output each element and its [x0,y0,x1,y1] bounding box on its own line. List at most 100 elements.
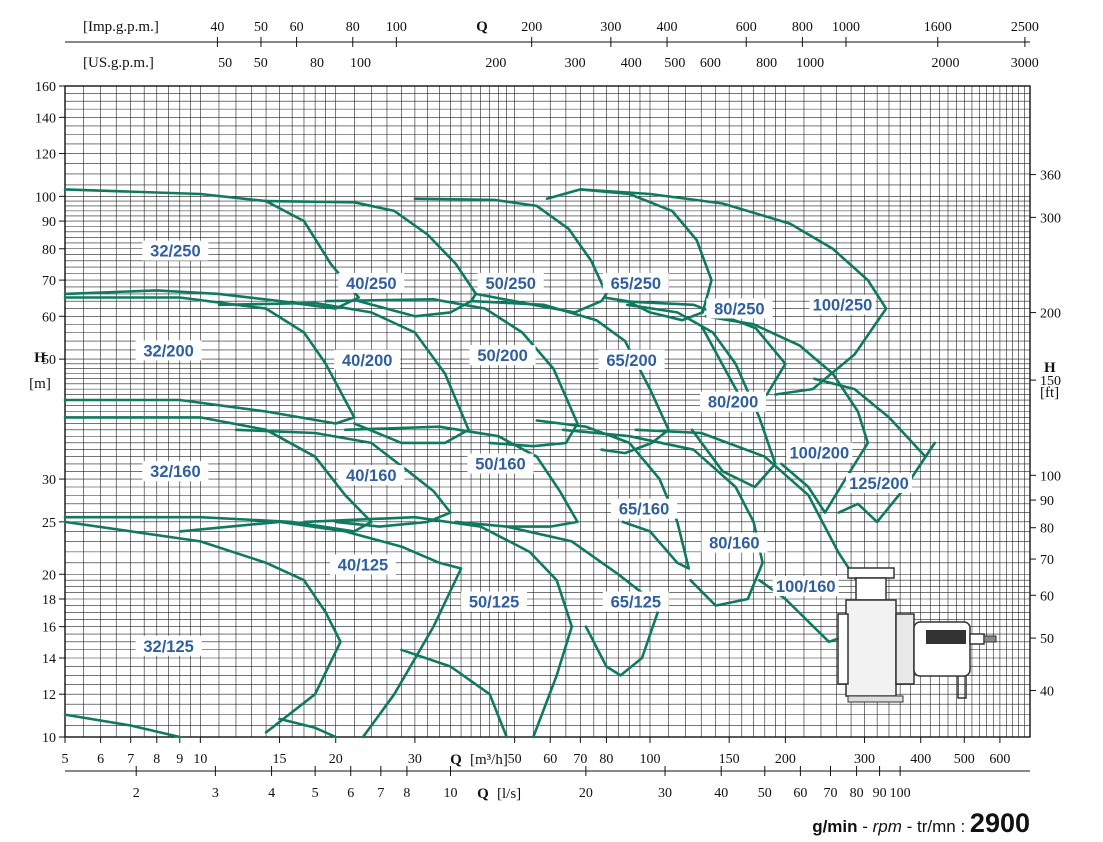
label-bg-65-200 [598,349,665,370]
curve-small-lower [63,713,182,739]
ls-tick-label: 100 [890,786,911,801]
y-tick-label: 16 [42,621,56,636]
y-ft-tick-label: 300 [1040,211,1061,226]
speed-value: 2900 [970,808,1030,838]
ls-tick-label: 4 [268,786,275,801]
x-tick-label: 600 [989,752,1010,767]
x-tick-label: 400 [910,752,931,767]
label-40-160: 40/160 [346,467,396,485]
us-tick-label: 500 [664,56,685,71]
x-tick-label: 20 [329,752,343,767]
label-40-250: 40/250 [346,275,396,293]
ls-axis-unit: [l/s] [497,786,521,802]
label-125-200: 125/200 [849,475,909,493]
label-32-250: 32/250 [150,243,200,261]
y-tick-label: 14 [42,652,56,667]
ls-tick-label: 60 [793,786,807,801]
label-80-200: 80/200 [708,394,758,412]
y-tick-label: 120 [35,148,56,163]
x-tick-label: 5 [62,752,69,767]
imp-axis-label: [Imp.g.p.m.] [83,19,159,35]
label-80-250: 80/250 [714,300,764,318]
curve-32-160 [63,416,373,533]
y-tick-label: 10 [42,731,56,746]
curve-65-125 [505,525,659,677]
x-axis-unit: [m³/h] [470,752,508,768]
y-tick-label: 25 [42,516,56,531]
label-bg-100-160 [772,576,839,597]
label-50-200: 50/200 [477,347,527,365]
label-bg-50-250 [477,272,544,293]
curve-100-200 [704,315,870,514]
y-ft-tick-label: 90 [1040,494,1054,509]
y-tick-label: 18 [42,593,56,608]
x-tick-label: 30 [408,752,422,767]
x-tick-label: 300 [854,752,875,767]
speed-prefix: g/min [812,817,857,836]
label-32-160: 32/160 [150,463,200,481]
pump-curves [63,188,937,739]
x-tick-label: 100 [640,752,661,767]
ls-tick-label: 50 [758,786,772,801]
y-tick-label: 140 [35,111,56,126]
imp-axis-q: Q [476,19,488,35]
us-tick-label: 50 [218,56,232,71]
curve-80-160 [561,428,764,607]
label-32-125: 32/125 [143,638,193,656]
curve-small-lower-2 [278,717,337,739]
label-bg-40-200 [334,349,401,370]
label-bg-80-200 [700,391,767,412]
us-tick-label: 3000 [1011,56,1039,71]
label-bg-100-200 [786,442,853,463]
label-65-160: 65/160 [619,501,669,519]
y-tick-label: 20 [42,568,56,583]
x-tick-label: 80 [599,752,613,767]
label-bg-40-250 [338,272,405,293]
x-tick-label: 8 [153,752,160,767]
curve-40-160 [234,428,452,528]
x-tick-label: 60 [543,752,557,767]
imp-tick-label: 50 [254,20,268,35]
us-tick-label: 1000 [796,56,824,71]
y-ft-tick-label: 80 [1040,522,1054,537]
label-65-250: 65/250 [611,275,661,293]
label-32-200: 32/200 [143,342,193,360]
y-ft-tick-label: 60 [1040,589,1054,604]
imp-tick-label: 400 [657,20,678,35]
us-tick-label: 300 [565,56,586,71]
us-tick-label: 200 [485,56,506,71]
x-tick-label: 15 [273,752,287,767]
label-bg-32-250 [142,240,209,261]
us-tick-label: 2000 [932,56,960,71]
label-bg-80-250 [706,298,773,319]
ls-tick-label: 6 [347,786,354,801]
plot-border [64,85,1031,738]
label-bg-65-250 [602,272,669,293]
y-tick-label: 70 [42,274,56,289]
y-ft-axis-unit: [ft] [1040,385,1059,401]
curve-50-160 [343,425,579,528]
label-50-250: 50/250 [485,275,535,293]
x-tick-label: 6 [97,752,104,767]
us-tick-label: 50 [254,56,268,71]
x-tick-label: 7 [127,752,134,767]
x-tick-label: 500 [954,752,975,767]
curve-50-200 [324,298,579,448]
curve-40-200 [217,301,470,445]
x-tick-label: 70 [573,752,587,767]
imp-tick-label: 1000 [832,20,860,35]
imp-tick-label: 80 [346,20,360,35]
us-tick-label: 100 [350,56,371,71]
speed-sep2: - tr/mn : [902,817,970,836]
curve-65-160 [535,419,691,570]
ls-tick-label: 3 [212,786,219,801]
imp-tick-label: 300 [600,20,621,35]
label-bg-40-160 [338,465,405,486]
imp-tick-label: 100 [386,20,407,35]
curve-50-125 [302,515,574,739]
y-ft-axis-label: H [1044,360,1056,376]
ls-tick-label: 10 [443,786,457,801]
y-tick-label: 90 [42,215,56,230]
y-ft-tick-label: 50 [1040,632,1054,647]
